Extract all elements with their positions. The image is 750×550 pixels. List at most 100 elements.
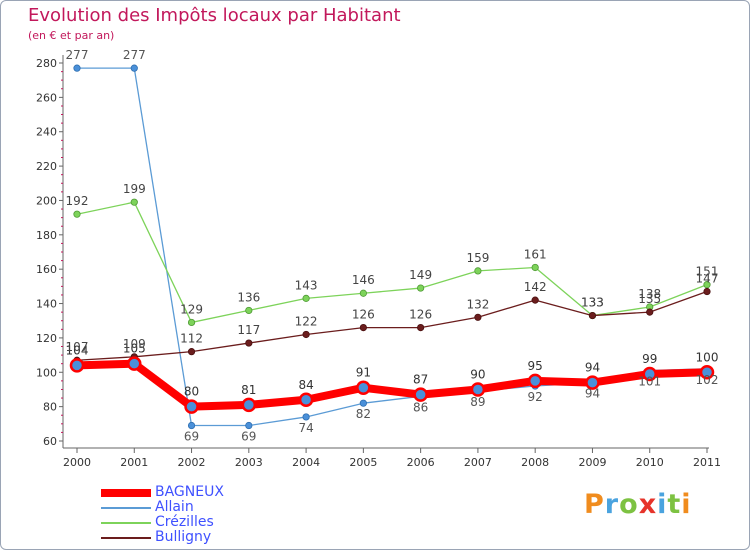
data-point	[302, 294, 310, 302]
x-tick-label: 2008	[521, 456, 549, 469]
data-label: 147	[696, 272, 719, 286]
y-tick-label: 160	[36, 263, 57, 276]
data-label: 138	[638, 287, 661, 301]
y-tick-label: 240	[36, 126, 57, 139]
legend-item: Bulligny	[101, 530, 301, 545]
x-tick-label: 2001	[120, 456, 148, 469]
legend-swatch	[101, 537, 151, 539]
data-point	[184, 399, 199, 414]
data-point	[241, 397, 257, 413]
data-point	[703, 287, 711, 296]
data-label: 192	[66, 194, 89, 208]
data-label: 107	[66, 340, 89, 354]
data-label: 101	[638, 375, 661, 389]
data-label: 92	[528, 390, 543, 404]
data-label: 151	[696, 265, 719, 279]
data-label: 159	[466, 251, 489, 265]
data-label: 143	[295, 278, 318, 292]
data-point	[245, 421, 253, 430]
data-point	[187, 348, 196, 356]
data-point	[699, 365, 715, 380]
proxiti-logo: Proxiti	[584, 489, 692, 520]
data-point	[187, 318, 196, 327]
logo-letter: P	[584, 489, 605, 520]
data-point	[359, 289, 367, 297]
data-point	[417, 323, 425, 332]
data-label: 104	[66, 343, 89, 357]
data-label: 87	[413, 373, 428, 387]
legend-swatch	[101, 489, 151, 497]
data-point	[527, 373, 543, 389]
y-tick-label: 60	[43, 435, 57, 448]
data-label: 277	[123, 48, 146, 62]
data-point	[245, 306, 253, 315]
legend-swatch	[101, 522, 151, 524]
data-label: 133	[581, 296, 604, 310]
legend-item: BAGNEUX	[101, 485, 301, 500]
y-tick-label: 280	[36, 57, 57, 70]
x-tick-label: 2010	[636, 456, 664, 469]
data-point	[73, 64, 81, 72]
y-tick-label: 220	[36, 160, 57, 173]
data-label: 126	[352, 308, 375, 322]
logo-letter: i	[657, 489, 668, 520]
data-label: 277	[66, 48, 89, 62]
data-label: 149	[409, 268, 432, 282]
data-point	[470, 382, 486, 397]
series-line	[73, 359, 711, 411]
data-point	[359, 323, 367, 332]
y-tick-label: 180	[36, 229, 57, 242]
x-tick-label: 2004	[292, 456, 320, 469]
data-label: 99	[642, 352, 657, 366]
series-line	[76, 67, 708, 427]
data-point	[130, 198, 138, 206]
legend-label: Crézilles	[155, 514, 214, 530]
data-label: 91	[356, 366, 371, 380]
data-label: 100	[696, 350, 719, 364]
data-label: 69	[241, 430, 256, 444]
data-label: 199	[123, 182, 146, 196]
chart-subtitle: (en € et par an)	[28, 29, 115, 42]
data-label: 86	[413, 400, 428, 414]
data-point	[69, 358, 85, 373]
data-label: 132	[466, 297, 489, 311]
x-tick-label: 2011	[693, 456, 721, 469]
data-label: 142	[524, 280, 547, 294]
data-point	[127, 356, 142, 371]
data-label: 69	[184, 430, 199, 444]
y-tick-label: 200	[36, 194, 57, 207]
data-label: 133	[581, 296, 604, 310]
data-point	[646, 308, 654, 316]
x-tick-label: 2006	[407, 456, 435, 469]
y-tick-label: 120	[36, 332, 57, 345]
data-point	[585, 375, 600, 390]
y-tick-label: 80	[43, 401, 57, 414]
series-line	[76, 201, 708, 324]
data-label: 81	[241, 383, 256, 397]
legend-swatch	[101, 507, 151, 509]
x-tick-label: 2005	[349, 456, 377, 469]
data-point	[187, 421, 196, 430]
data-point	[588, 311, 597, 320]
data-label: 95	[528, 359, 543, 373]
data-label: 117	[237, 323, 260, 337]
data-point	[413, 387, 428, 402]
logo-letter: t	[667, 489, 682, 520]
data-point	[130, 64, 138, 72]
data-point	[642, 366, 657, 382]
x-tick-label: 2007	[464, 456, 492, 469]
chart-title: Evolution des Impôts locaux par Habitant	[28, 5, 401, 26]
data-label: 102	[696, 373, 719, 387]
data-label: 136	[237, 290, 260, 304]
data-label: 74	[298, 421, 313, 435]
data-point	[474, 267, 482, 275]
data-label: 94	[585, 387, 600, 401]
logo-letter: i	[681, 489, 692, 520]
data-label: 89	[470, 395, 485, 409]
logo-letter: o	[619, 489, 639, 520]
legend-label: Allain	[155, 499, 194, 515]
data-point	[302, 413, 310, 421]
data-label: 80	[184, 385, 199, 399]
logo-letter: r	[604, 489, 620, 520]
